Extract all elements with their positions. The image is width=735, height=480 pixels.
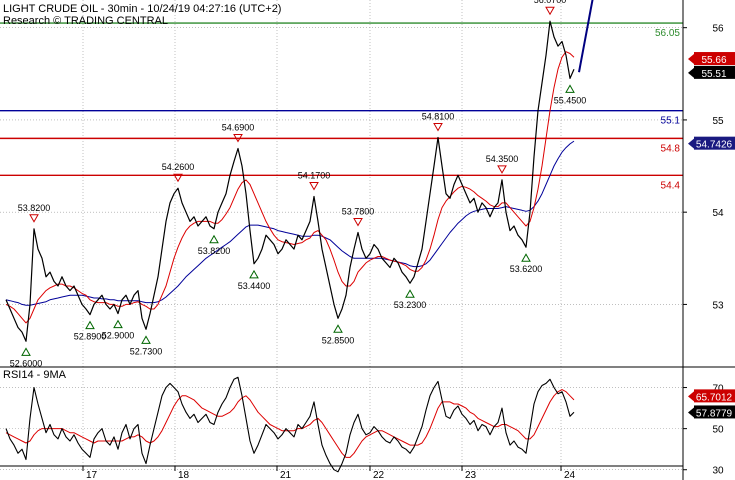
low-marker — [141, 335, 151, 344]
low-marker — [85, 320, 95, 330]
rsi-tick-label: 50 — [712, 425, 724, 436]
x-tick-label: 22 — [373, 470, 385, 480]
low-label: 52.8500 — [322, 335, 355, 345]
low-marker — [249, 269, 259, 279]
high-marker — [353, 217, 363, 227]
low-marker — [565, 84, 575, 93]
low-label: 53.2300 — [394, 300, 427, 310]
high-label: 54.2600 — [162, 162, 195, 172]
price-line — [5, 20, 575, 342]
high-label: 54.6900 — [222, 123, 255, 133]
level-label: 56.05 — [655, 28, 680, 39]
low-label: 52.7300 — [130, 346, 163, 356]
rsi-ma-line — [5, 389, 575, 458]
low-label: 55.4500 — [554, 95, 587, 105]
low-marker — [521, 253, 531, 262]
high-label: 53.7800 — [342, 206, 375, 216]
price-tick-label: 56 — [712, 24, 724, 35]
rsi-tick-label: 30 — [712, 466, 724, 477]
price-badge-label: 55.51 — [701, 69, 726, 80]
price-badge-pointer — [688, 67, 694, 78]
price-badge-bg — [694, 136, 735, 150]
price-badge-label: 55.66 — [701, 55, 726, 66]
rsi-badge-pointer — [688, 407, 694, 418]
chart-title: LIGHT CRUDE OIL - 30min - 10/24/19 04:27… — [3, 3, 281, 15]
low-label: 53.6200 — [510, 264, 543, 274]
high-marker — [545, 6, 555, 16]
x-tick-label: 17 — [86, 470, 98, 480]
projection-arrow-shaft — [578, 0, 594, 73]
level-label: 54.4 — [661, 180, 681, 191]
high-label: 54.3500 — [486, 154, 519, 164]
low-label: 52.9000 — [102, 331, 135, 341]
low-marker — [113, 319, 123, 329]
rsi-badge-bg — [694, 405, 735, 419]
high-marker — [29, 214, 39, 223]
high-label: 56.0700 — [534, 0, 567, 5]
level-label: 55.1 — [661, 116, 681, 127]
rsi-badge-pointer — [688, 391, 694, 402]
rsi-tick-label: 70 — [712, 384, 724, 395]
low-marker — [405, 289, 415, 298]
ma-fast-line — [5, 51, 575, 324]
value-badges: 55.66 55.51 54.7426 65.7012 57.8779 — [688, 52, 735, 419]
price-tick-label: 54 — [712, 208, 724, 219]
price-badge-bg — [694, 52, 735, 66]
price-badge-pointer — [688, 54, 694, 65]
x-tick-label: 24 — [564, 470, 576, 480]
low-marker — [333, 324, 343, 333]
low-label: 52.8900 — [74, 332, 107, 342]
series-lines — [5, 20, 575, 473]
price-badge-label: 54.7426 — [696, 140, 733, 151]
price-badge-bg — [694, 65, 735, 79]
high-marker — [433, 122, 443, 132]
rsi-badge-label: 57.8779 — [696, 408, 733, 419]
high-label: 54.1700 — [298, 170, 331, 180]
price-tick-label: 55 — [712, 116, 724, 127]
high-marker — [233, 134, 243, 143]
low-marker — [21, 347, 31, 356]
x-tick-label: 23 — [465, 470, 477, 480]
high-marker — [497, 165, 507, 174]
rsi-line — [5, 376, 575, 473]
low-label: 52.6000 — [10, 358, 43, 368]
low-label: 53.4400 — [238, 281, 271, 291]
rsi-badge-bg — [694, 389, 735, 403]
low-label: 53.8200 — [198, 246, 231, 256]
high-marker — [309, 181, 319, 191]
rsi-badge-label: 65.7012 — [696, 392, 733, 403]
low-marker — [209, 234, 219, 244]
x-tick-label: 21 — [280, 470, 292, 480]
high-label: 53.8200 — [18, 203, 51, 213]
price-tick-label: 53 — [712, 300, 724, 311]
level-label: 54.8 — [661, 143, 681, 154]
x-tick-label: 18 — [178, 470, 190, 480]
chart-source: Research © TRADING CENTRAL — [3, 15, 168, 27]
rsi-title: RSI14 - 9MA — [3, 369, 67, 381]
price-badge-pointer — [688, 138, 694, 149]
target-arrow — [578, 0, 594, 73]
high-marker — [173, 173, 183, 183]
high-label: 54.8100 — [422, 111, 455, 121]
